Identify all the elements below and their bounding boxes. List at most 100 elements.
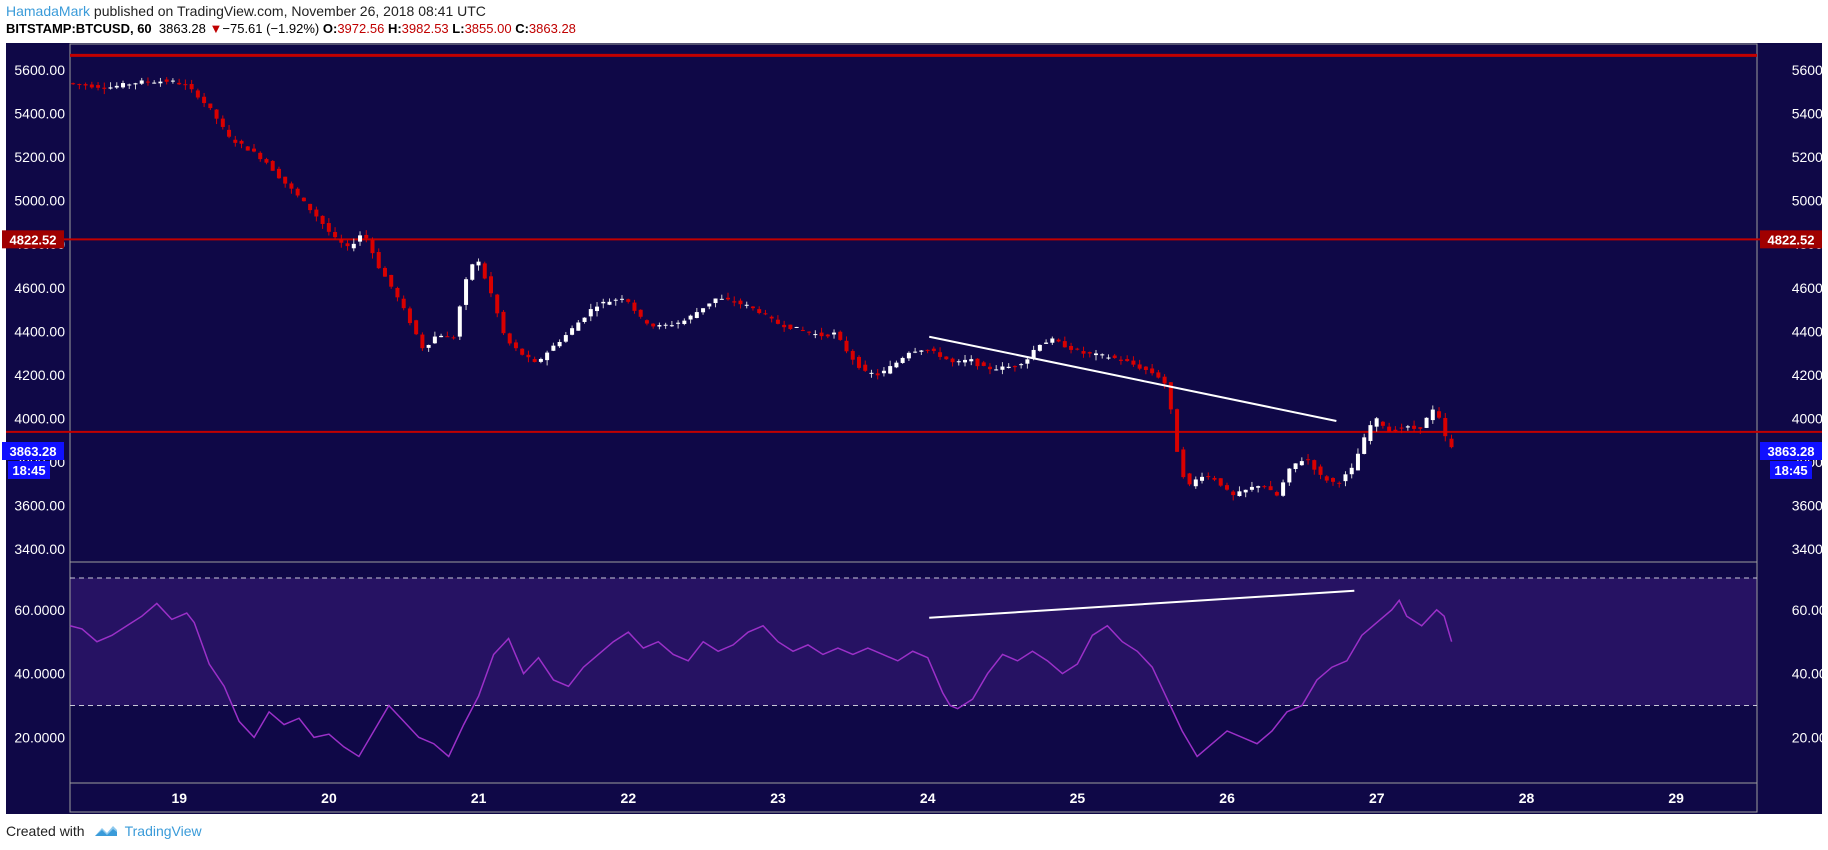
time-tick-label: 19 <box>171 790 187 806</box>
candle-body <box>757 309 762 313</box>
price-tick-label: 5200.00 <box>1792 149 1828 165</box>
candle <box>757 306 762 315</box>
candle-body <box>382 267 387 277</box>
high-label: H: <box>387 21 402 36</box>
candle-body <box>426 344 431 348</box>
candle-body <box>613 299 618 301</box>
candle <box>326 218 331 236</box>
price-tick-label: 3400.00 <box>1792 541 1828 557</box>
candle-body <box>632 302 637 311</box>
candle-body <box>863 364 868 371</box>
rsi-tick-label: 60.0000 <box>1792 602 1828 618</box>
candle-body <box>127 84 132 86</box>
candle-body <box>1393 429 1398 432</box>
candle <box>1231 490 1236 501</box>
candle-body <box>701 308 706 313</box>
candles <box>71 77 1454 501</box>
candle-body <box>1293 463 1298 470</box>
rsi-tick-label: 60.0000 <box>14 602 65 618</box>
price-tick-label: 4400.00 <box>14 323 65 339</box>
time-tick-label: 22 <box>621 790 637 806</box>
candle-body <box>1118 359 1123 361</box>
candle <box>170 78 175 84</box>
candle <box>807 331 812 336</box>
published-text: published on TradingView.com, November 2… <box>90 3 486 19</box>
candle <box>258 151 263 162</box>
author-link[interactable]: HamadaMark <box>6 3 91 19</box>
price-tick-label: 4600.00 <box>14 280 65 296</box>
candle-body <box>750 306 755 309</box>
low-value: 3855.00 <box>464 21 512 36</box>
candle-body <box>202 96 207 104</box>
candle <box>601 298 606 309</box>
candle-body <box>1262 486 1267 488</box>
candle-body <box>1056 339 1061 342</box>
candle-body <box>931 348 936 351</box>
candle-body <box>563 335 568 342</box>
time-tick-label: 21 <box>471 790 487 806</box>
candle <box>1193 476 1198 489</box>
candle-body <box>1443 418 1448 437</box>
candle <box>239 139 244 149</box>
candle-body <box>314 209 319 217</box>
candle <box>794 326 799 329</box>
candle <box>1424 417 1429 429</box>
candle <box>1069 342 1074 354</box>
candle-body <box>83 84 88 86</box>
candle <box>389 274 394 289</box>
candle-body <box>339 238 344 243</box>
candle <box>1044 339 1049 344</box>
price-tick-label: 3400.00 <box>14 541 65 557</box>
candle <box>145 77 150 86</box>
candle <box>507 332 512 346</box>
candle <box>339 234 344 248</box>
candle <box>750 306 755 311</box>
candle-body <box>1362 437 1367 454</box>
price-trendline[interactable] <box>929 335 1337 422</box>
candle <box>532 356 537 363</box>
countdown-tag: 18:45 <box>12 463 45 478</box>
candle-body <box>894 362 899 368</box>
tradingview-link[interactable]: TradingView <box>124 823 202 839</box>
candle <box>1143 366 1148 375</box>
candle <box>1112 353 1117 359</box>
candle <box>401 295 406 311</box>
candle-body <box>813 334 818 336</box>
candle-body <box>308 203 313 211</box>
candle <box>570 325 575 336</box>
candle-body <box>71 83 76 85</box>
candle-body <box>139 80 144 84</box>
candle <box>270 160 275 171</box>
candle-body <box>1193 479 1198 487</box>
candle-body <box>856 356 861 368</box>
candle <box>1355 448 1360 471</box>
candle-body <box>401 298 406 309</box>
candle <box>1306 454 1311 465</box>
candle <box>1175 408 1180 452</box>
candle <box>283 176 288 188</box>
candle <box>1019 363 1024 369</box>
candle <box>1399 423 1404 434</box>
candle <box>788 324 793 331</box>
candle-body <box>376 252 381 269</box>
candle-body <box>451 337 456 339</box>
candle-body <box>769 316 774 319</box>
candle <box>370 237 375 259</box>
candle-body <box>1106 357 1111 359</box>
candle <box>1368 420 1373 445</box>
candle <box>863 360 868 372</box>
candle <box>358 231 363 246</box>
candle <box>220 115 225 130</box>
candle <box>607 298 612 306</box>
candle-body <box>1012 366 1017 368</box>
candle <box>913 347 918 354</box>
last-price: 3863.28 <box>158 21 206 36</box>
rsi-line <box>69 598 1453 758</box>
rsi-trendline[interactable] <box>929 589 1355 619</box>
time-tick-label: 20 <box>321 790 337 806</box>
candle-body <box>1355 453 1360 471</box>
rsi-tick-label: 40.0000 <box>14 666 65 682</box>
candle-body <box>1112 355 1117 359</box>
candle <box>1337 481 1342 488</box>
